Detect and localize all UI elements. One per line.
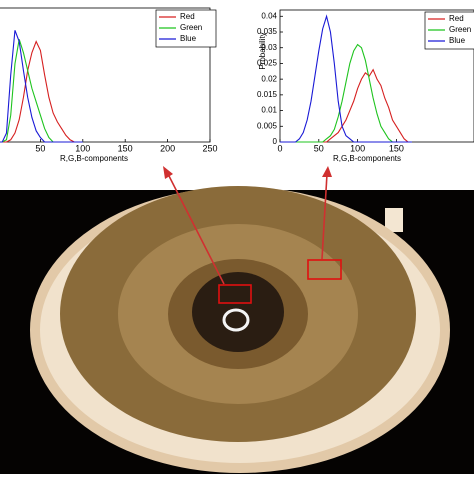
x-tick-label: 150 bbox=[389, 143, 404, 153]
region-box-iris bbox=[307, 259, 342, 280]
y-tick-label: 0.02 bbox=[261, 74, 277, 83]
legend-label: Blue bbox=[180, 34, 197, 43]
legend-label: Red bbox=[449, 14, 464, 23]
x-tick-label: 150 bbox=[118, 143, 133, 153]
y-tick-label: 0 bbox=[273, 137, 278, 146]
x-tick-label: 250 bbox=[202, 143, 217, 153]
x-axis-label: R,G,B-components bbox=[60, 154, 128, 163]
legend-label: Blue bbox=[449, 36, 466, 45]
arrows bbox=[163, 166, 332, 285]
y-tick-label: 0.01 bbox=[261, 106, 277, 115]
arrow-right bbox=[321, 173, 328, 260]
x-tick-label: 100 bbox=[350, 143, 365, 153]
arrowhead-left bbox=[163, 166, 173, 179]
histograms: 50 100 150 200 250 R,G,B-components Red Green Bl… bbox=[0, 7, 474, 163]
series-line bbox=[0, 40, 83, 143]
legend-label: Green bbox=[449, 25, 471, 34]
x-tick-label: 50 bbox=[314, 143, 324, 153]
light-reflection bbox=[222, 308, 250, 332]
y-tick-label: 0.015 bbox=[257, 90, 278, 99]
legend-label: Green bbox=[180, 23, 202, 32]
y-tick-label: 0.005 bbox=[257, 121, 278, 130]
y-tick-label: 0.03 bbox=[261, 43, 277, 52]
x-tick-label: 50 bbox=[35, 143, 45, 153]
histogram-chart: 50 100 150 200 250 R,G,B-components Red Green Bl… bbox=[0, 7, 218, 163]
y-tick-label: 0.025 bbox=[257, 59, 278, 68]
eye-photo bbox=[0, 186, 474, 474]
arrowhead-right bbox=[322, 166, 332, 177]
x-axis-label: R,G,B-components bbox=[333, 154, 401, 163]
histogram-chart: 0 50 100 150 0 0.005 0.01 0.015 0.02 0.025 0.03 0.0… bbox=[257, 9, 474, 163]
x-tick-label: 200 bbox=[160, 143, 175, 153]
legend: Red Green Blue bbox=[155, 9, 217, 48]
x-tick-label: 100 bbox=[75, 143, 90, 153]
y-tick-label: 0.035 bbox=[257, 27, 278, 36]
arrow-left bbox=[167, 173, 225, 285]
x-tick-label: 0 bbox=[277, 143, 282, 153]
series-line bbox=[280, 43, 412, 143]
pupil bbox=[192, 272, 284, 352]
series-line bbox=[0, 30, 83, 143]
region-box-pupil bbox=[218, 284, 252, 304]
legend: Red Green Blue bbox=[424, 11, 474, 50]
y-tick-label: 0.04 bbox=[261, 11, 277, 20]
y-axis-label: Probability bbox=[258, 32, 267, 69]
sclera-tab bbox=[385, 208, 403, 232]
legend-label: Red bbox=[180, 12, 195, 21]
series-line bbox=[280, 14, 412, 143]
